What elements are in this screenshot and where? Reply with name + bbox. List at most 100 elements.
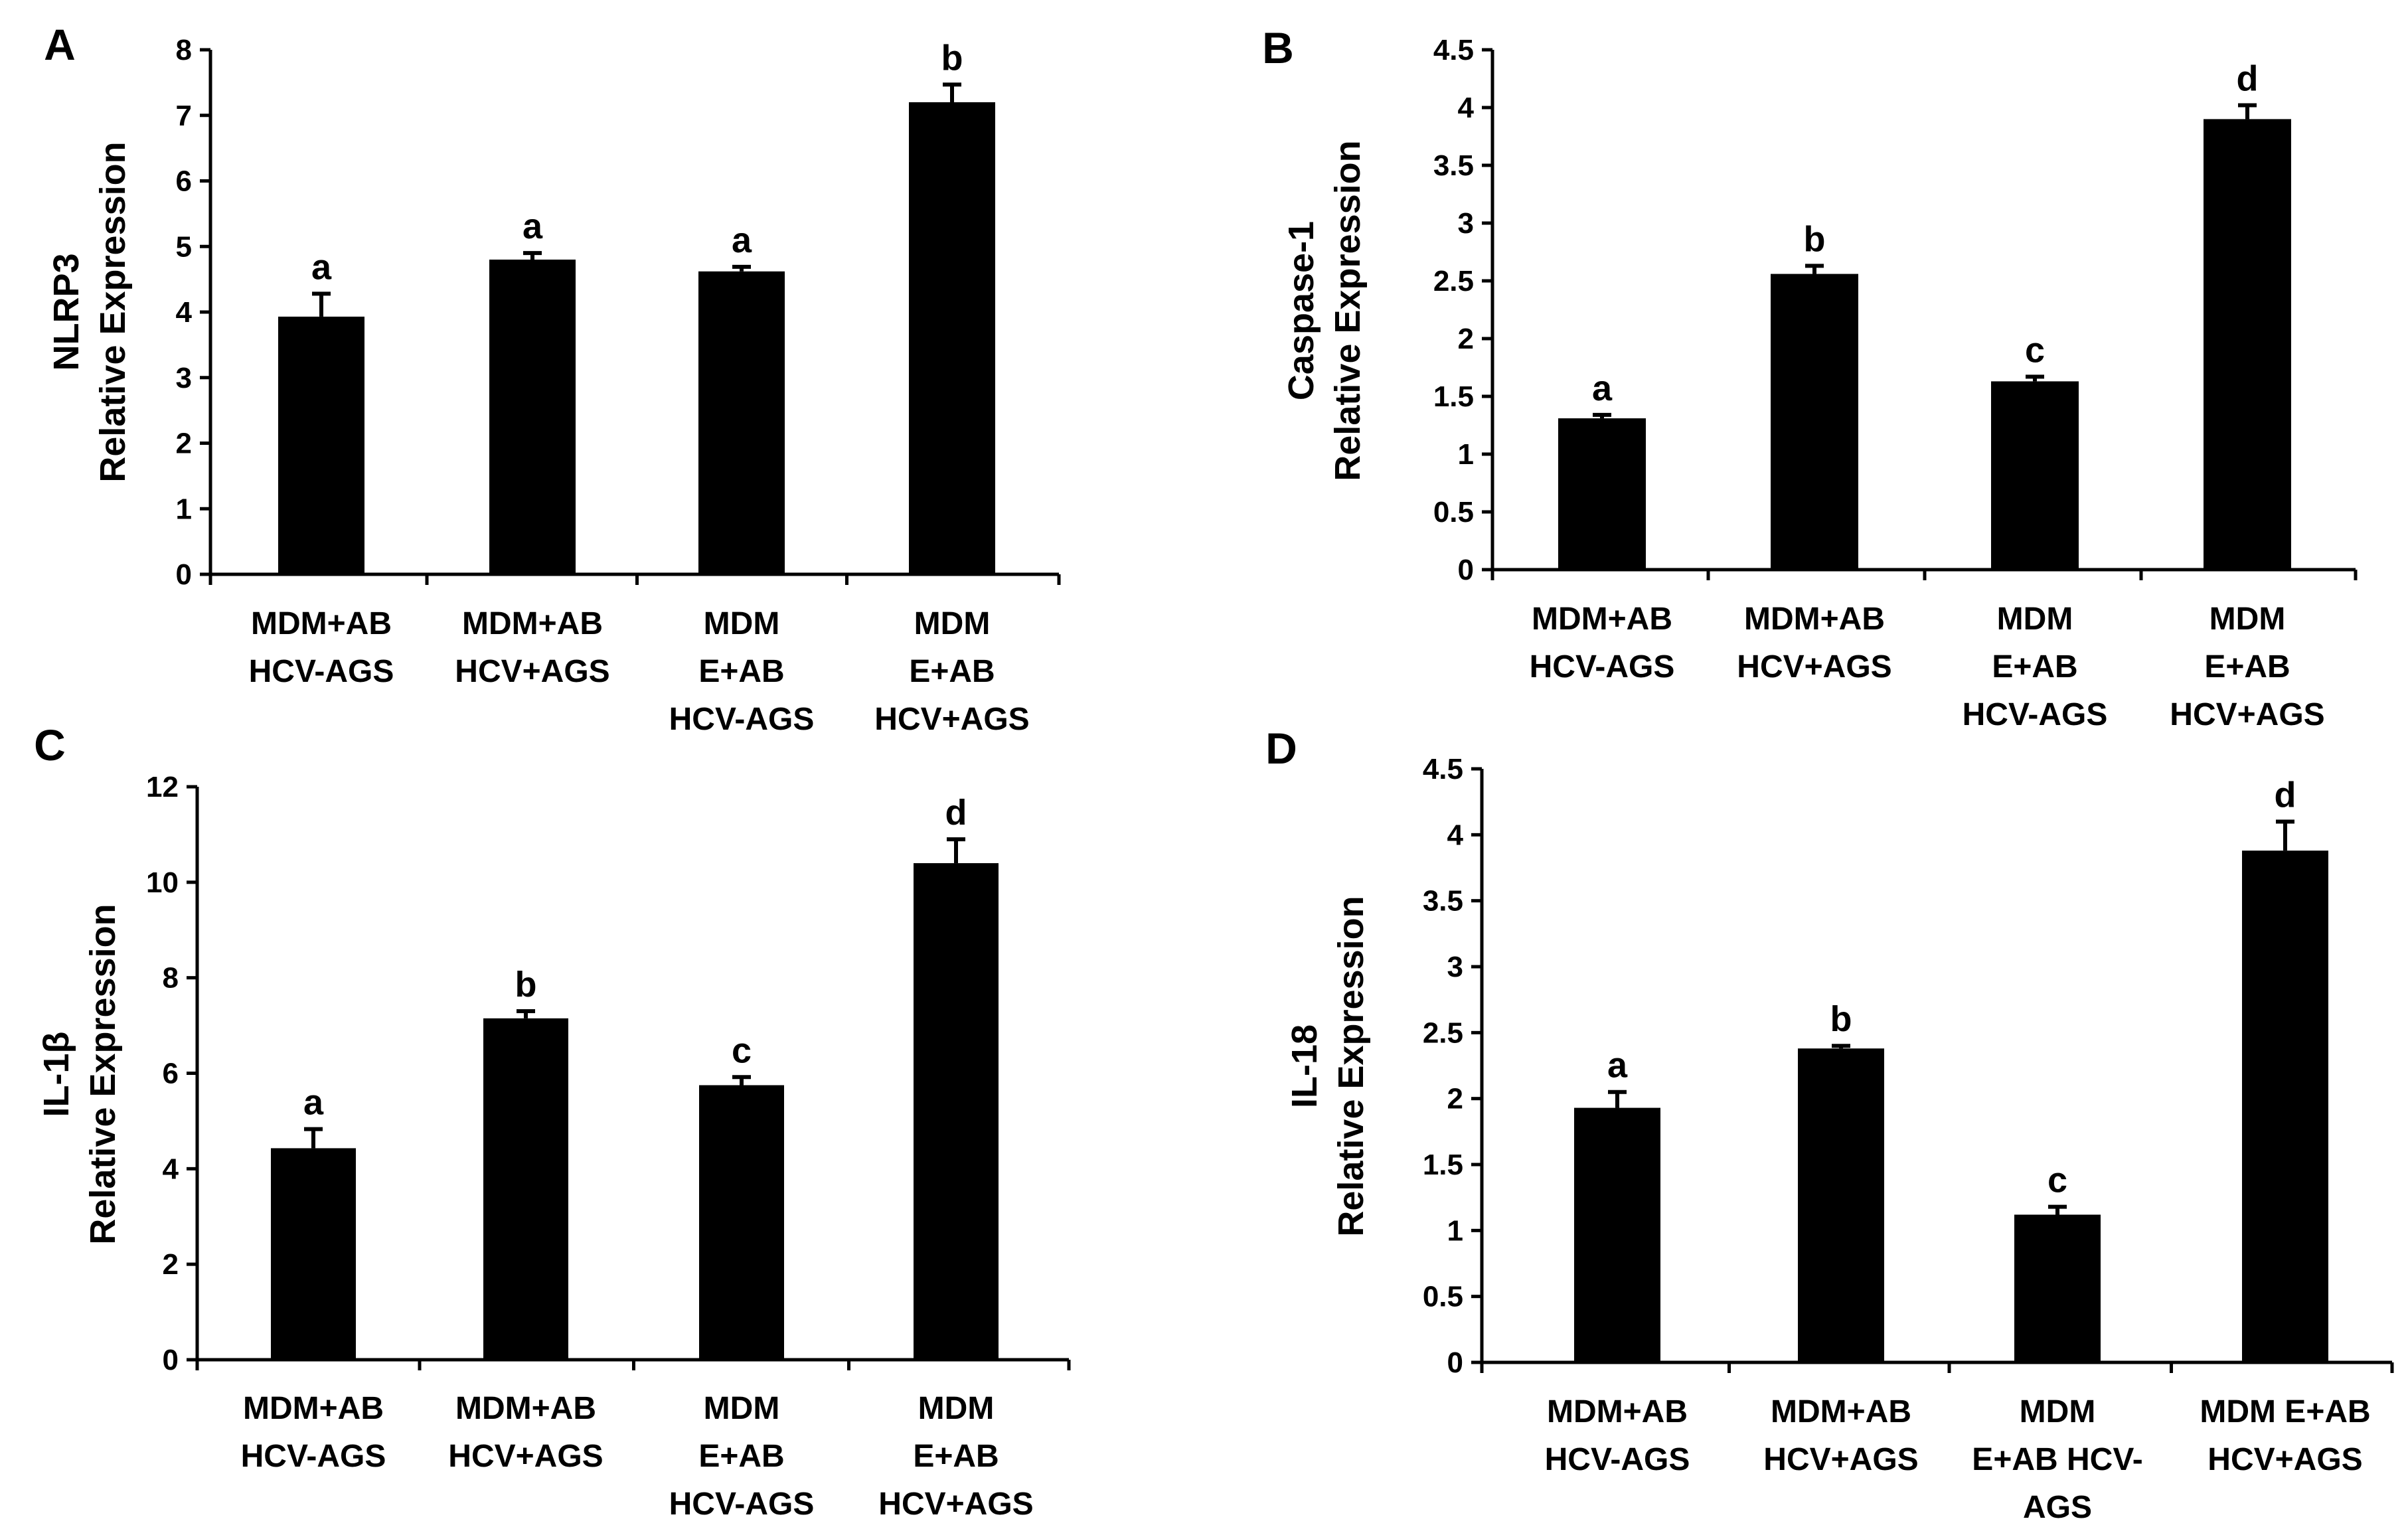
bar xyxy=(914,863,999,1360)
y-tick-label: 4.5 xyxy=(1423,753,1463,785)
y-axis-title: Relative Expression xyxy=(93,141,133,482)
significance-letter: d xyxy=(2275,775,2296,815)
y-tick-label: 1.5 xyxy=(1423,1149,1463,1181)
y-tick-label: 10 xyxy=(146,866,179,899)
bar xyxy=(1558,418,1646,570)
y-tick-label: 2 xyxy=(176,428,192,460)
category-label: MDM+AB HCV-AGS xyxy=(1530,602,1675,685)
y-axis-title: IL-1β xyxy=(37,1032,76,1117)
significance-letter: c xyxy=(2047,1161,2067,1200)
y-tick-label: 6 xyxy=(163,1058,179,1090)
significance-letter: c xyxy=(732,1030,752,1070)
category-label: MDM E+AB HCV-AGS xyxy=(1972,1394,2142,1525)
y-tick-label: 0 xyxy=(176,558,192,591)
y-tick-label: 7 xyxy=(176,100,192,132)
bar xyxy=(1771,274,1858,570)
category-label: MDM E+AB HCV+AGS xyxy=(874,606,1029,737)
y-tick-label: 1 xyxy=(176,493,192,525)
category-label: MDM+AB HCV-AGS xyxy=(1545,1394,1690,1477)
y-tick-label: 8 xyxy=(176,34,192,66)
y-tick-label: 0 xyxy=(1458,554,1474,586)
significance-letter: a xyxy=(1592,368,1613,408)
y-tick-label: 0 xyxy=(1447,1346,1463,1379)
bar xyxy=(2242,850,2328,1362)
y-tick-label: 2.5 xyxy=(1423,1016,1463,1049)
significance-letter: b xyxy=(1804,219,1826,259)
y-tick-label: 3.5 xyxy=(1433,149,1474,182)
y-tick-label: 4.5 xyxy=(1433,34,1474,66)
panel-letter: C xyxy=(34,720,66,770)
significance-letter: a xyxy=(311,247,332,287)
category-label: MDM E+AB HCV+AGS xyxy=(2170,602,2324,732)
significance-letter: b xyxy=(1830,999,1852,1039)
bar xyxy=(1574,1107,1660,1362)
category-label: MDM+AB HCV-AGS xyxy=(241,1391,386,1474)
significance-letter: b xyxy=(941,38,963,78)
y-tick-label: 4 xyxy=(1458,92,1475,124)
bar xyxy=(2204,119,2291,570)
panel-d: D 0 0.5 1 1.5 2 2.5 3 3.5 4 4.5 a MDM+AB HCV-AGS b MDM+… xyxy=(1265,724,2394,1525)
category-label: MDM E+AB HCV-AGS xyxy=(669,606,815,737)
category-label: MDM+AB HCV+AGS xyxy=(1737,602,1891,685)
y-tick-label: 4 xyxy=(163,1153,179,1185)
category-label: MDM+AB HCV+AGS xyxy=(1763,1394,1918,1477)
y-tick-label: 12 xyxy=(146,771,179,803)
significance-letter: a xyxy=(522,206,543,246)
bar xyxy=(698,271,785,574)
bar xyxy=(909,102,995,574)
y-tick-label: 3 xyxy=(176,362,192,394)
y-axis-title: Relative Expression xyxy=(83,904,123,1244)
y-axis-title: Caspase-1 xyxy=(1281,221,1321,400)
y-tick-label: 2 xyxy=(163,1248,179,1281)
bar xyxy=(2014,1214,2101,1362)
panel-c: C 0 2 4 6 8 10 12 a MDM+AB HCV-AGS b MDM+AB HCV+AGS c M… xyxy=(34,720,1071,1522)
bar xyxy=(1991,381,2079,570)
significance-letter: d xyxy=(2237,59,2259,99)
y-tick-label: 1.5 xyxy=(1433,380,1474,413)
y-axis-title: Relative Expression xyxy=(1328,140,1368,481)
bar xyxy=(271,1148,356,1360)
y-tick-label: 4 xyxy=(176,296,193,329)
significance-letter: a xyxy=(1607,1046,1628,1086)
y-tick-label: 2 xyxy=(1447,1083,1463,1115)
y-axis-title: NLRP3 xyxy=(46,253,86,370)
category-label: MDM+AB HCV+AGS xyxy=(448,1391,603,1474)
category-label: MDM E+AB HCV-AGS xyxy=(669,1391,815,1522)
y-tick-label: 8 xyxy=(163,962,179,995)
bar xyxy=(489,260,576,574)
y-tick-label: 0 xyxy=(163,1344,179,1376)
bar xyxy=(278,316,364,574)
significance-letter: b xyxy=(515,965,537,1005)
panel-letter: A xyxy=(44,20,76,69)
y-tick-label: 3 xyxy=(1447,951,1463,983)
y-tick-label: 2 xyxy=(1458,323,1474,355)
y-axis-title: Relative Expression xyxy=(1331,896,1371,1236)
bar xyxy=(483,1018,568,1360)
y-tick-label: 0.5 xyxy=(1423,1281,1463,1313)
panel-letter: D xyxy=(1265,724,1297,773)
y-tick-label: 3 xyxy=(1458,207,1474,240)
significance-letter: c xyxy=(2025,330,2045,370)
y-axis-title: IL-18 xyxy=(1285,1024,1324,1108)
y-tick-label: 1 xyxy=(1458,438,1474,471)
category-label: MDM+AB HCV+AGS xyxy=(455,606,609,689)
y-tick-label: 2.5 xyxy=(1433,265,1474,297)
category-label: MDM E+AB HCV-AGS xyxy=(1963,602,2108,732)
significance-letter: a xyxy=(732,220,752,260)
panel-letter: B xyxy=(1262,23,1294,72)
y-tick-label: 4 xyxy=(1447,819,1464,851)
y-tick-label: 3.5 xyxy=(1423,885,1463,918)
significance-letter: a xyxy=(303,1083,324,1123)
y-tick-label: 1 xyxy=(1447,1214,1463,1247)
y-tick-label: 6 xyxy=(176,165,192,198)
bar xyxy=(699,1085,784,1360)
y-tick-label: 0.5 xyxy=(1433,496,1474,528)
bar xyxy=(1798,1048,1884,1362)
panel-b: B 0 0.5 1 1.5 2 2.5 3 3.5 4 4.5 a MDM+AB HCV-AGS b MDM+… xyxy=(1262,23,2358,732)
significance-letter: d xyxy=(945,793,967,833)
category-label: MDM E+AB HCV+AGS xyxy=(878,1391,1033,1522)
panel-a: A 0 1 2 3 4 5 6 7 8 a MDM+AB HCV-AGS a MDM+AB HCV+AGS a M… xyxy=(44,20,1061,737)
category-label: MDM+AB HCV-AGS xyxy=(249,606,394,689)
y-tick-label: 5 xyxy=(176,230,192,263)
